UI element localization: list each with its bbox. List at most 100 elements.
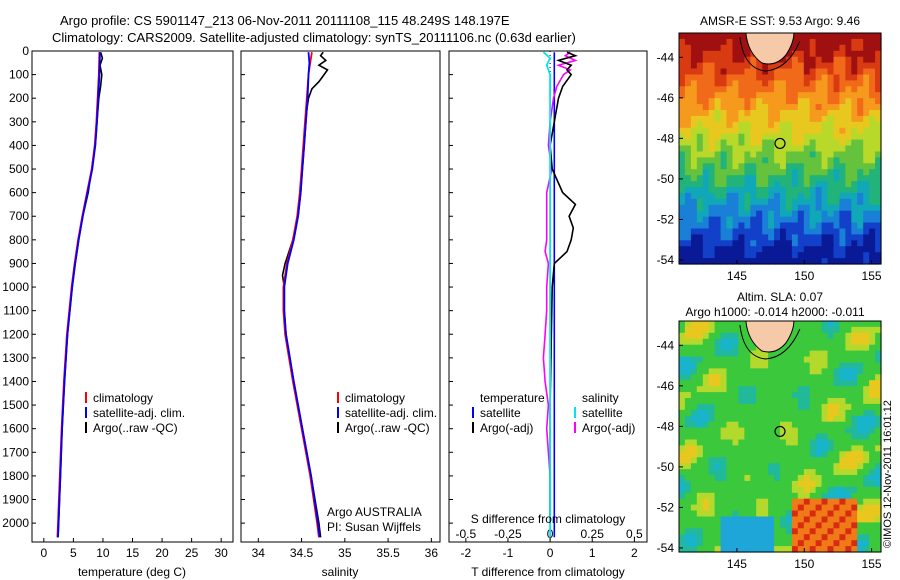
map-cell (839, 192, 846, 200)
map-cell (815, 246, 823, 253)
map-cell (744, 469, 751, 476)
map-cell (809, 198, 817, 206)
map-cell (756, 187, 763, 194)
map-cell (845, 445, 852, 452)
map-cell (696, 151, 704, 158)
map-cell (857, 192, 864, 200)
map-cell (863, 332, 870, 340)
map-cell (732, 457, 739, 464)
map-cell (827, 198, 834, 206)
map-cell (720, 492, 728, 500)
map-cell (803, 439, 811, 446)
map-cell (684, 110, 692, 117)
map-cell (821, 350, 829, 358)
map-cell (797, 445, 805, 452)
map-cell (726, 504, 733, 512)
map-cell (857, 469, 864, 476)
map-cell (708, 451, 716, 458)
map-cell (809, 492, 817, 500)
map-cell (708, 504, 716, 512)
map-cell (750, 504, 757, 512)
map-cell (738, 457, 745, 464)
map-cell (768, 463, 775, 470)
map-cell (744, 157, 751, 164)
map-cell (839, 398, 846, 405)
map-cell (738, 121, 745, 129)
map-cell (797, 374, 805, 381)
map-cell (720, 534, 728, 541)
map-cell (750, 344, 757, 352)
map-cell (785, 50, 793, 58)
map-cell (845, 252, 852, 259)
map-cell (768, 457, 775, 464)
map-cell (679, 362, 686, 369)
map-cell (851, 427, 858, 435)
map-cell (732, 516, 739, 523)
map-cell (679, 326, 686, 334)
map-cell (774, 145, 781, 152)
map-cell (803, 350, 811, 358)
map-cell (774, 157, 781, 164)
map-cell (762, 362, 769, 369)
map-cell (690, 344, 698, 352)
map-cell (815, 421, 823, 429)
map-cell (708, 33, 716, 40)
map-cell (791, 528, 799, 535)
map-cell (732, 50, 739, 58)
map-cell (809, 451, 817, 458)
map-cell (821, 210, 829, 218)
map-cell (780, 540, 787, 547)
map-cell (756, 522, 763, 529)
map-cell (863, 204, 870, 212)
map-cell (833, 457, 840, 464)
map-cell (833, 421, 840, 429)
map-cell (875, 439, 882, 446)
map-cell (679, 246, 686, 253)
map-cell (869, 475, 876, 482)
map-cell (791, 469, 799, 476)
map-cell (845, 534, 852, 541)
map-cell (797, 528, 805, 535)
map-cell (791, 398, 799, 405)
map-cell (851, 80, 858, 87)
map-cell (797, 415, 805, 423)
map-cell (875, 415, 882, 423)
map-cell (851, 451, 858, 458)
map-cell (827, 368, 834, 375)
map-cell (738, 516, 745, 523)
map-cell (714, 498, 722, 506)
map-cell (726, 522, 733, 529)
map-cell (815, 469, 823, 476)
map-cell (785, 157, 793, 164)
map-cell (679, 374, 686, 381)
map-cell (744, 451, 751, 458)
map-cell (702, 98, 710, 105)
map-cell (839, 98, 846, 105)
map-cell (827, 86, 834, 93)
map-cell (696, 145, 704, 152)
map-cell (679, 480, 686, 488)
map-cell (744, 457, 751, 464)
map-cell (875, 38, 882, 46)
map-cell (821, 421, 829, 429)
map-cell (780, 222, 787, 229)
map-cell (696, 210, 704, 218)
map-cell (875, 50, 882, 58)
header-line1: Argo profile: CS 5901147_213 06-Nov-2011… (60, 13, 510, 28)
map-cell (726, 409, 733, 417)
map-cell (726, 427, 733, 435)
map-cell (863, 56, 870, 64)
map-cell (744, 427, 751, 435)
map-cell (756, 480, 763, 488)
map-cell (720, 475, 728, 482)
map-cell (768, 427, 775, 435)
map-cell (785, 451, 793, 458)
map-cell (863, 534, 870, 541)
map-cell (738, 463, 745, 470)
map-cell (845, 62, 852, 70)
map-cell (791, 427, 799, 435)
map-cell (851, 204, 858, 212)
map-cell (750, 427, 757, 435)
map-cell (768, 74, 775, 81)
map-cell (744, 169, 751, 176)
